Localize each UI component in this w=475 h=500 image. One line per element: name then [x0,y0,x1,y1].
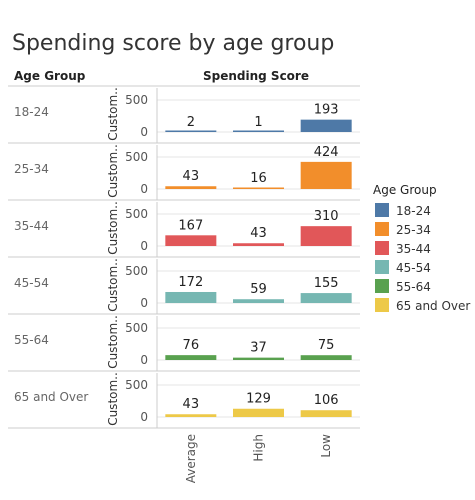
legend-swatch [375,222,389,236]
category-axis: Average High Low [184,434,333,483]
data-label: 193 [314,103,339,118]
legend-swatch [375,203,389,217]
row-axis-label: Custom.. [106,144,120,198]
bar-average [165,355,217,360]
bar-average [165,414,217,417]
bar-high [233,243,284,246]
data-label: 43 [183,169,200,184]
row-axis-label: Custom.. [106,315,120,369]
legend-swatch [375,241,389,255]
data-label: 106 [314,393,339,408]
legend-label: 25-34 [396,223,431,237]
data-label: 167 [178,218,203,233]
y-tick-label: 500 [125,150,148,164]
row-label: 45-54 [14,276,49,290]
row-label: 18-24 [14,105,49,119]
data-label: 59 [250,282,267,297]
bar-high [233,130,284,132]
row-axis-label: Custom.. [106,372,120,426]
legend-title: Age Group [373,183,437,197]
bar-average [165,130,217,132]
category-label: Average [184,434,198,483]
data-label: 75 [318,338,335,353]
data-label: 155 [314,276,339,291]
panel-35-44: 0 500 35-44 Custom.. 167 43 310 [8,201,360,258]
row-header: Age Group [14,69,86,83]
y-tick-label: 500 [125,378,148,392]
legend-swatch [375,298,389,312]
legend-swatch [375,279,389,293]
data-label: 129 [246,392,271,407]
y-tick-label: 0 [140,239,148,253]
row-label: 55-64 [14,333,49,347]
bar-low [300,293,352,303]
bar-high [233,299,284,303]
panel-55-64: 0 500 55-64 Custom.. 76 37 75 [8,315,360,372]
row-label: 65 and Over [14,390,88,404]
data-label: 43 [250,226,267,241]
category-label: Low [319,434,333,458]
legend-swatch [375,260,389,274]
bar-low [300,226,352,246]
bar-high [233,408,284,417]
y-tick-label: 0 [140,353,148,367]
legend-label: 45-54 [396,261,431,275]
panel-65-and-over: 0 500 65 and Over Custom.. 43 129 106 [8,372,360,429]
data-label: 424 [314,145,339,160]
bar-high [233,187,284,189]
legend-label: 35-44 [396,242,431,256]
row-label: 25-34 [14,162,49,176]
data-label: 172 [178,275,203,290]
y-tick-label: 0 [140,125,148,139]
panel-25-34: 0 500 25-34 Custom.. 43 16 424 [8,144,360,201]
y-tick-label: 500 [125,264,148,278]
y-tick-label: 0 [140,410,148,424]
legend: 18-24 25-34 35-44 45-54 55-64 65 and Over [375,203,470,313]
data-label: 76 [183,338,200,353]
column-header: Spending Score [203,69,309,83]
bar-low [300,355,352,360]
bar-low [300,119,352,132]
panels: 0 500 18-24 Custom.. 2 1 193 0 500 25-34 Custom.. 4… [8,85,360,429]
panel-18-24: 0 500 18-24 Custom.. 2 1 193 [8,87,360,144]
row-axis-label: Custom.. [106,201,120,255]
row-axis-label: Custom.. [106,87,120,141]
data-label: 1 [254,115,262,130]
bar-average [165,235,217,246]
y-tick-label: 500 [125,93,148,107]
panel-45-54: 0 500 45-54 Custom.. 172 59 155 [8,258,360,315]
legend-label: 65 and Over [396,299,470,313]
legend-label: 55-64 [396,280,431,294]
legend-label: 18-24 [396,204,431,218]
chart-title: Spending score by age group [12,31,334,56]
data-label: 310 [314,209,339,224]
y-tick-label: 500 [125,321,148,335]
bar-high [233,357,284,360]
y-tick-label: 0 [140,182,148,196]
data-label: 37 [250,341,267,356]
y-tick-label: 0 [140,296,148,310]
data-label: 43 [183,397,200,412]
bar-low [300,161,352,189]
bar-average [165,291,217,303]
y-tick-label: 500 [125,207,148,221]
category-label: High [252,434,266,462]
bar-low [300,410,352,417]
row-label: 35-44 [14,219,49,233]
data-label: 2 [187,115,195,130]
bar-average [165,186,217,189]
data-label: 16 [250,171,267,186]
row-axis-label: Custom.. [106,258,120,312]
